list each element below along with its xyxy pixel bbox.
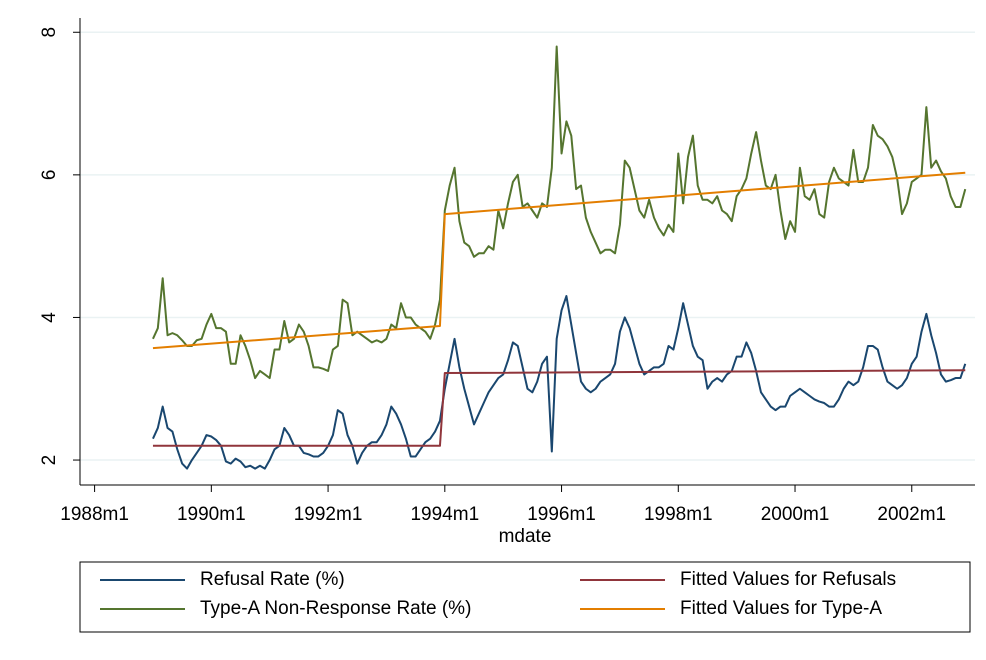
series-line [152,45,967,380]
y-tick-label: 6 [39,170,60,181]
legend-box [79,561,971,633]
x-axis-title: mdate [499,526,552,547]
y-tick-label: 8 [39,27,60,38]
y-tick-label: 2 [39,455,60,466]
x-tick-label: 1990m1 [177,504,246,525]
series-line [152,369,966,447]
legend-label: Fitted Values for Refusals [680,569,896,590]
x-tick-label: 1996m1 [527,504,596,525]
legend-label: Fitted Values for Type-A [680,598,882,619]
legend-label: Type-A Non-Response Rate (%) [200,598,471,619]
x-tick-label: 2000m1 [761,504,830,525]
y-tick-label: 4 [39,312,60,323]
x-tick-label: 1992m1 [294,504,363,525]
x-tick-label: 1998m1 [644,504,713,525]
x-tick-label: 2002m1 [877,504,946,525]
x-tick-label: 1988m1 [60,504,129,525]
x-tick-label: 1994m1 [410,504,479,525]
series-line [152,295,967,470]
legend-label: Refusal Rate (%) [200,569,345,590]
series-line [152,171,966,350]
